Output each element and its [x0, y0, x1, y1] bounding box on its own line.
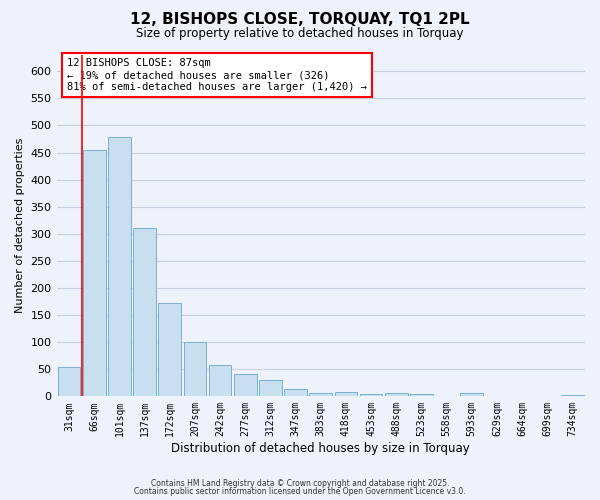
Bar: [133, 228, 156, 396]
Bar: [335, 392, 357, 396]
Bar: [259, 380, 282, 396]
Bar: [310, 392, 332, 396]
Bar: [184, 342, 206, 396]
Text: Contains HM Land Registry data © Crown copyright and database right 2025.: Contains HM Land Registry data © Crown c…: [151, 478, 449, 488]
Bar: [561, 394, 584, 396]
Bar: [209, 365, 232, 396]
Bar: [460, 393, 483, 396]
Bar: [234, 374, 257, 396]
Text: 12 BISHOPS CLOSE: 87sqm
← 19% of detached houses are smaller (326)
81% of semi-d: 12 BISHOPS CLOSE: 87sqm ← 19% of detache…: [67, 58, 367, 92]
Bar: [410, 394, 433, 396]
Y-axis label: Number of detached properties: Number of detached properties: [15, 138, 25, 314]
Bar: [158, 303, 181, 396]
Bar: [360, 394, 382, 396]
Bar: [58, 366, 80, 396]
Text: Contains public sector information licensed under the Open Government Licence v3: Contains public sector information licen…: [134, 487, 466, 496]
Bar: [108, 138, 131, 396]
Bar: [83, 150, 106, 396]
Bar: [284, 388, 307, 396]
Bar: [385, 392, 407, 396]
Text: Size of property relative to detached houses in Torquay: Size of property relative to detached ho…: [136, 28, 464, 40]
X-axis label: Distribution of detached houses by size in Torquay: Distribution of detached houses by size …: [172, 442, 470, 455]
Text: 12, BISHOPS CLOSE, TORQUAY, TQ1 2PL: 12, BISHOPS CLOSE, TORQUAY, TQ1 2PL: [130, 12, 470, 28]
